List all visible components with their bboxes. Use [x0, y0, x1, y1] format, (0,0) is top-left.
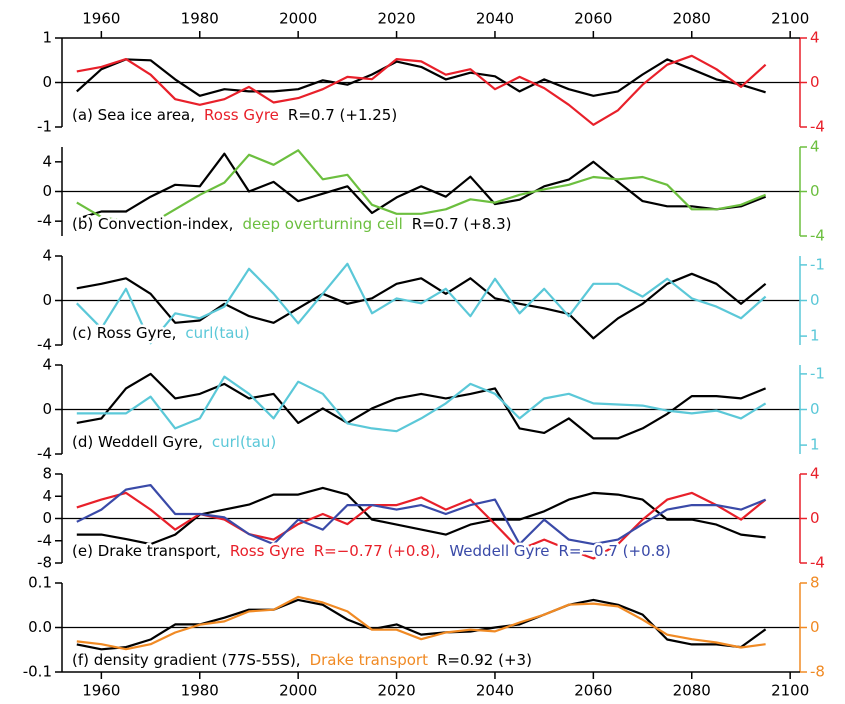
x-tick-label: 2080	[673, 682, 711, 700]
y-tick-label: -4	[37, 531, 52, 549]
y2-tick-label: -1	[810, 364, 825, 382]
y2-tick-label: -1	[810, 255, 825, 273]
x-tick-label: 2000	[279, 10, 317, 28]
x-tick-label: 2040	[476, 10, 514, 28]
y-tick-label: 1	[42, 29, 52, 47]
y2-tick-label: 1	[810, 436, 820, 454]
legend-entry: curl(tau)	[185, 324, 249, 342]
series-line	[76, 372, 767, 440]
y-tick-label: 4	[42, 356, 52, 374]
legend-entry: (e) Drake transport,	[72, 542, 221, 560]
panel-label: (c) Ross Gyre, curl(tau)	[72, 324, 250, 342]
legend-entry: (a) Sea ice area,	[72, 106, 195, 124]
x-tick-label: 2060	[574, 10, 612, 28]
y-tick-label: -4	[37, 445, 52, 463]
y-tick-label: -4	[37, 212, 52, 230]
y2-tick-label: 0	[810, 618, 820, 636]
x-tick-label: 2040	[476, 682, 514, 700]
series-line	[76, 595, 766, 651]
x-tick-label: 2100	[771, 10, 809, 28]
series-line	[76, 484, 767, 546]
x-tick-label: 2080	[673, 10, 711, 28]
series-line	[76, 375, 767, 433]
y-tick-label: -8	[37, 554, 52, 572]
y2-tick-label: 8	[810, 574, 820, 592]
series-line	[76, 58, 766, 97]
y-tick-label: 4	[42, 247, 52, 265]
legend-entry: (b) Convection-index,	[72, 215, 233, 233]
y-tick-label: 4	[42, 487, 52, 505]
x-tick-label: 1960	[82, 10, 120, 28]
x-tick-label: 2020	[377, 10, 415, 28]
y-tick-label: -4	[37, 336, 52, 354]
y-tick-label: 0.0	[28, 618, 52, 636]
y2-tick-label: 0	[810, 73, 820, 91]
panel-label: (a) Sea ice area, Ross Gyre R=0.7 (+1.25)	[72, 106, 397, 124]
y-tick-label: 0	[42, 400, 52, 418]
legend-entry: Weddell Gyre	[449, 542, 549, 560]
legend-entry: Ross Gyre	[230, 542, 305, 560]
y-tick-label: -1	[37, 118, 52, 136]
y-tick-label: 0	[42, 182, 52, 200]
x-tick-label: 2020	[377, 682, 415, 700]
y2-tick-label: -4	[810, 227, 825, 245]
series-line	[76, 598, 767, 651]
legend-entry: (c) Ross Gyre,	[72, 324, 176, 342]
series-line	[76, 262, 767, 345]
legend-entry: Drake transport	[310, 651, 428, 669]
panel-label: (f) density gradient (77S-55S), Drake tra…	[72, 651, 532, 669]
y2-tick-label: -8	[810, 663, 825, 681]
y-tick-label: 0	[42, 291, 52, 309]
x-tick-label: 2060	[574, 682, 612, 700]
y2-tick-label: 0	[810, 509, 820, 527]
x-tick-label: 1980	[181, 10, 219, 28]
series-line	[76, 486, 766, 546]
legend-entry: curl(tau)	[212, 433, 276, 451]
y2-tick-label: 0	[810, 182, 820, 200]
y2-tick-label: 1	[810, 327, 820, 345]
series-line	[76, 54, 767, 126]
y-tick-label: 0	[42, 73, 52, 91]
legend-entry: (f) density gradient (77S-55S),	[72, 651, 301, 669]
x-tick-label: 2100	[771, 682, 809, 700]
panel-label: (d) Weddell Gyre, curl(tau)	[72, 433, 276, 451]
annotation: R=−0.77 (+0.8),	[314, 542, 441, 560]
x-tick-label: 2000	[279, 682, 317, 700]
y2-tick-label: -4	[810, 554, 825, 572]
y-tick-label: -0.1	[23, 663, 52, 681]
y2-tick-label: -4	[810, 118, 825, 136]
y-tick-label: 0	[42, 509, 52, 527]
legend-entry: deep overturning cell	[242, 215, 402, 233]
y2-tick-label: 0	[810, 291, 820, 309]
panel-label: (b) Convection-index, deep overturning ce…	[72, 215, 512, 233]
y-tick-label: 4	[42, 152, 52, 170]
y-tick-label: 0.1	[28, 574, 52, 592]
y2-tick-label: 4	[810, 29, 820, 47]
annotation: R=−0.7 (+0.8)	[558, 542, 670, 560]
annotation: R=0.92 (+3)	[437, 651, 532, 669]
series-line	[76, 491, 767, 560]
y-tick-label: 8	[42, 465, 52, 483]
series-line	[76, 152, 766, 220]
legend-entry: Ross Gyre	[204, 106, 279, 124]
annotation: R=0.7 (+1.25)	[288, 106, 397, 124]
annotation: R=0.7 (+8.3)	[412, 215, 512, 233]
x-tick-label: 1980	[181, 682, 219, 700]
y2-tick-label: 4	[810, 138, 820, 156]
series-line	[76, 149, 767, 225]
y2-tick-label: 0	[810, 400, 820, 418]
legend-entry: (d) Weddell Gyre,	[72, 433, 203, 451]
series-line	[76, 272, 767, 340]
x-tick-label: 1960	[82, 682, 120, 700]
panel-label: (e) Drake transport, Ross Gyre R=−0.77 (+0…	[72, 542, 671, 560]
y2-tick-label: 4	[810, 465, 820, 483]
